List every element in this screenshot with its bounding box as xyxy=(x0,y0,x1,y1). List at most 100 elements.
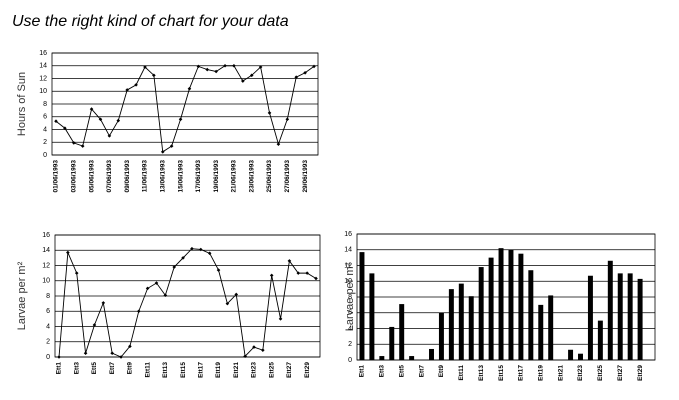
bar xyxy=(627,273,633,360)
marker xyxy=(178,117,183,122)
x-tick-label: Ett9 xyxy=(438,365,445,378)
bar xyxy=(597,320,603,360)
y-tick-label: 2 xyxy=(43,139,47,146)
line xyxy=(55,65,315,153)
marker xyxy=(128,344,132,349)
marker xyxy=(116,118,121,123)
y-tick-label: 2 xyxy=(348,341,352,348)
x-tick-label: Ett11 xyxy=(144,362,151,378)
y-tick-label: 14 xyxy=(42,247,50,254)
marker xyxy=(234,292,239,297)
bar xyxy=(478,267,484,360)
x-tick-label: Ett7 xyxy=(109,362,116,375)
x-tick-label: 01/06/1993 xyxy=(53,160,60,193)
marker xyxy=(276,142,281,146)
x-tick-label: Ett21 xyxy=(233,362,240,378)
y-tick-label: 12 xyxy=(39,75,47,82)
bar xyxy=(528,270,534,360)
marker xyxy=(216,268,221,272)
y-tick-label: 4 xyxy=(348,325,352,332)
bar xyxy=(548,295,554,360)
bar xyxy=(389,326,395,360)
x-tick-label: Ett25 xyxy=(268,362,275,378)
bar xyxy=(369,273,375,360)
x-tick-label: Ett29 xyxy=(304,362,311,378)
x-tick-label: Ett21 xyxy=(557,365,564,381)
bar xyxy=(448,289,454,360)
marker xyxy=(101,301,106,305)
marker xyxy=(71,141,76,145)
x-tick-label: 29/06/1993 xyxy=(302,160,309,193)
x-tick-label: Ett9 xyxy=(127,362,134,375)
y-tick-label: 12 xyxy=(344,262,352,269)
bar xyxy=(518,253,524,360)
marker xyxy=(145,286,150,291)
marker xyxy=(285,117,290,122)
bar xyxy=(379,356,385,360)
marker xyxy=(243,354,247,359)
marker xyxy=(163,293,168,298)
marker xyxy=(136,309,141,314)
marker xyxy=(261,348,265,352)
x-tick-label: Ett15 xyxy=(498,365,505,381)
marker xyxy=(80,144,85,148)
marker xyxy=(74,271,79,275)
x-tick-label: Ett19 xyxy=(215,362,222,378)
y-tick-label: 6 xyxy=(46,308,50,315)
marker xyxy=(57,355,61,359)
bar xyxy=(587,275,593,360)
bar xyxy=(498,248,504,360)
marker xyxy=(198,247,203,252)
x-tick-label: 05/06/1993 xyxy=(88,160,95,193)
marker xyxy=(303,70,307,75)
x-tick-label: 27/06/1993 xyxy=(284,160,291,193)
x-tick-label: 09/06/1993 xyxy=(124,160,131,193)
marker xyxy=(125,88,129,92)
x-tick-label: 15/06/1993 xyxy=(177,160,184,193)
bar xyxy=(637,278,643,360)
marker xyxy=(107,134,112,138)
bar xyxy=(438,312,444,360)
bar xyxy=(468,296,474,360)
y-tick-label: 14 xyxy=(39,63,47,70)
y-tick-label: 10 xyxy=(39,88,47,95)
x-tick-label: Ett25 xyxy=(597,365,604,381)
marker xyxy=(92,323,97,327)
bar xyxy=(578,353,583,360)
y-axis-label: Larvae per m² xyxy=(344,262,356,331)
x-tick-label: Ett3 xyxy=(379,365,386,378)
y-tick-label: 14 xyxy=(344,247,352,254)
x-tick-label: 17/06/1993 xyxy=(195,160,202,193)
marker xyxy=(187,86,192,91)
x-tick-label: Ett27 xyxy=(617,365,624,381)
marker xyxy=(134,83,138,87)
y-axis-label: Larvae per m² xyxy=(16,261,28,330)
bar xyxy=(538,304,544,360)
x-tick-label: Ett13 xyxy=(162,362,169,378)
y-tick-label: 0 xyxy=(46,354,50,361)
marker xyxy=(294,75,299,80)
x-tick-label: 03/06/1993 xyxy=(71,160,78,193)
x-tick-label: Ett11 xyxy=(458,365,465,381)
bar xyxy=(617,273,623,360)
y-tick-label: 6 xyxy=(348,310,352,317)
marker xyxy=(249,73,254,78)
marker xyxy=(89,107,94,111)
x-tick-label: 13/06/1993 xyxy=(159,160,166,193)
y-tick-label: 8 xyxy=(348,294,352,301)
marker xyxy=(98,117,103,122)
marker xyxy=(119,355,123,359)
x-tick-label: Ett27 xyxy=(286,362,293,378)
marker xyxy=(269,273,274,278)
x-tick-label: Ett23 xyxy=(577,365,584,381)
line xyxy=(58,248,317,358)
x-tick-label: 25/06/1993 xyxy=(266,160,273,193)
x-tick-label: Ett17 xyxy=(198,362,205,378)
bar xyxy=(607,260,613,360)
marker xyxy=(154,281,159,285)
marker xyxy=(54,119,58,124)
x-tick-label: Ett29 xyxy=(637,365,644,381)
x-tick-label: Ett1 xyxy=(56,362,63,375)
